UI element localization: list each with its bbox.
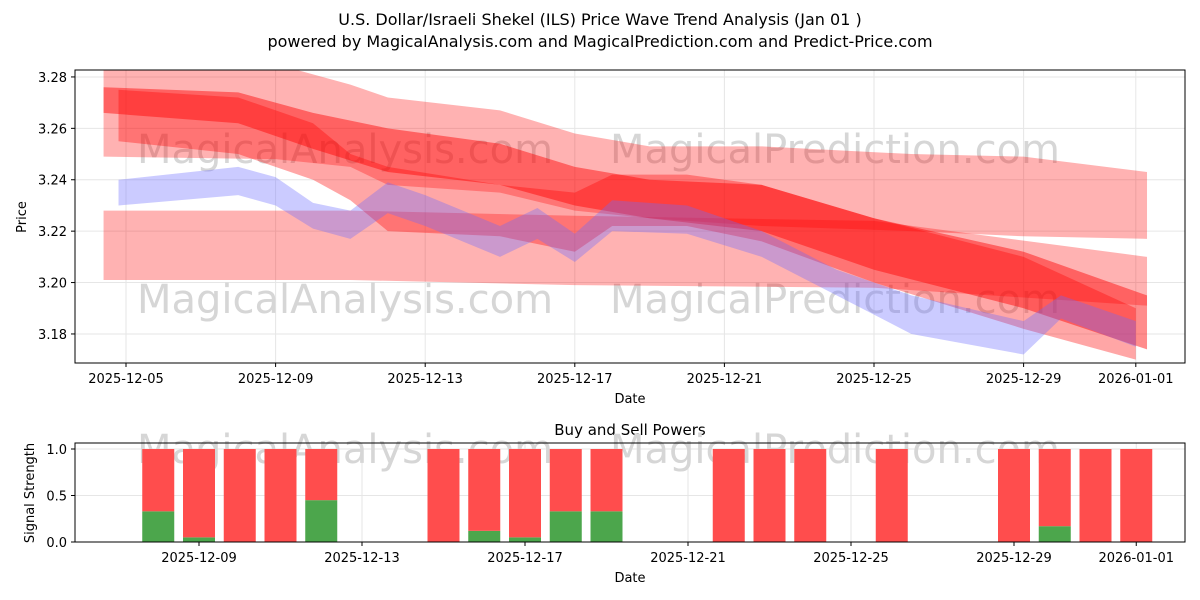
watermark: MagicalPrediction.com bbox=[610, 427, 1060, 473]
watermark: MagicalPrediction.com bbox=[610, 277, 1060, 323]
y-tick-label: 3.26 bbox=[38, 122, 67, 137]
x-tick-label: 2025-12-17 bbox=[487, 551, 563, 566]
y-tick-label: 0.5 bbox=[46, 490, 67, 505]
sell-bar bbox=[998, 449, 1030, 542]
signal-x-label: Date bbox=[614, 571, 645, 586]
signal-y-label: Signal Strength bbox=[23, 443, 38, 543]
sell-bar bbox=[1038, 449, 1071, 527]
y-tick-label: 3.24 bbox=[38, 174, 67, 189]
sell-bar bbox=[468, 449, 501, 531]
y-tick-label: 3.22 bbox=[38, 225, 67, 240]
x-tick-label: 2025-12-09 bbox=[238, 372, 314, 387]
price-grid bbox=[75, 70, 1185, 363]
blue-price-band bbox=[118, 166, 1136, 355]
buy-bar bbox=[1038, 526, 1071, 542]
buy-bar bbox=[142, 511, 175, 542]
sell-bar bbox=[1079, 449, 1112, 542]
watermark: MagicalAnalysis.com bbox=[137, 277, 553, 323]
red-price-band bbox=[103, 210, 1148, 306]
x-tick-label: 2025-12-21 bbox=[687, 372, 763, 387]
price-plot-frame bbox=[74, 69, 1186, 364]
x-tick-label: 2025-12-25 bbox=[813, 551, 889, 566]
x-tick-label: 2025-12-13 bbox=[387, 372, 463, 387]
sell-bar bbox=[549, 449, 582, 512]
buy-bar bbox=[468, 530, 501, 542]
x-tick-label: 2025-12-09 bbox=[161, 551, 237, 566]
signal-bars bbox=[142, 449, 1153, 542]
y-tick-label: 1.0 bbox=[46, 443, 67, 458]
sell-bar bbox=[590, 449, 623, 512]
sell-bar bbox=[223, 449, 256, 542]
buy-bar bbox=[549, 511, 582, 542]
sell-bar bbox=[753, 449, 786, 542]
buy-bar bbox=[183, 537, 215, 542]
sell-bar bbox=[305, 449, 338, 501]
price-bands bbox=[103, 70, 1148, 360]
signal-axis-ticks: 2025-12-09 2025-12-13 2025-12-17 2025-12-21… bbox=[46, 443, 1174, 566]
sell-bar bbox=[1120, 449, 1153, 542]
y-tick-label: 3.18 bbox=[38, 328, 67, 343]
x-tick-label: 2025-12-13 bbox=[324, 551, 400, 566]
chart-title: U.S. Dollar/Israeli Shekel (ILS) Price W… bbox=[338, 10, 861, 29]
x-tick-label: 2025-12-29 bbox=[976, 551, 1052, 566]
x-tick-label: 2025-12-17 bbox=[537, 372, 613, 387]
sell-bar bbox=[712, 449, 745, 542]
x-tick-label: 2025-12-21 bbox=[650, 551, 726, 566]
sell-bar bbox=[427, 449, 460, 542]
sell-bar bbox=[875, 449, 908, 542]
red-price-band bbox=[103, 70, 1148, 239]
sell-bar bbox=[183, 449, 215, 538]
watermark: MagicalAnalysis.com bbox=[137, 127, 553, 173]
sell-bar bbox=[794, 449, 827, 542]
x-tick-label: 2025-12-29 bbox=[986, 372, 1062, 387]
watermark: MagicalPrediction.com bbox=[610, 127, 1060, 173]
price-x-label: Date bbox=[614, 392, 645, 407]
price-y-label: Price bbox=[15, 201, 30, 233]
buy-bar bbox=[509, 537, 541, 542]
buy-bar bbox=[305, 500, 338, 542]
sell-bar bbox=[264, 449, 297, 542]
x-tick-label: 2026-01-01 bbox=[1098, 372, 1174, 387]
x-tick-label: 2025-12-05 bbox=[88, 372, 164, 387]
x-tick-label: 2026-01-01 bbox=[1098, 551, 1174, 566]
sell-bar bbox=[142, 449, 175, 512]
red-price-band bbox=[118, 89, 1136, 360]
sell-bar bbox=[509, 449, 541, 538]
signal-plot-frame bbox=[74, 442, 1186, 543]
bar-chart-title: Buy and Sell Powers bbox=[554, 421, 706, 439]
chart-subtitle: powered by MagicalAnalysis.com and Magic… bbox=[267, 32, 932, 51]
y-tick-label: 3.20 bbox=[38, 277, 67, 292]
y-tick-label: 3.28 bbox=[38, 71, 67, 86]
y-tick-label: 0.0 bbox=[46, 536, 67, 551]
x-tick-label: 2025-12-25 bbox=[836, 372, 912, 387]
buy-bar bbox=[590, 511, 623, 542]
price-axis-ticks: 2025-12-05 2025-12-09 2025-12-13 2025-12-17… bbox=[38, 71, 1174, 387]
red-price-band bbox=[103, 87, 1148, 350]
